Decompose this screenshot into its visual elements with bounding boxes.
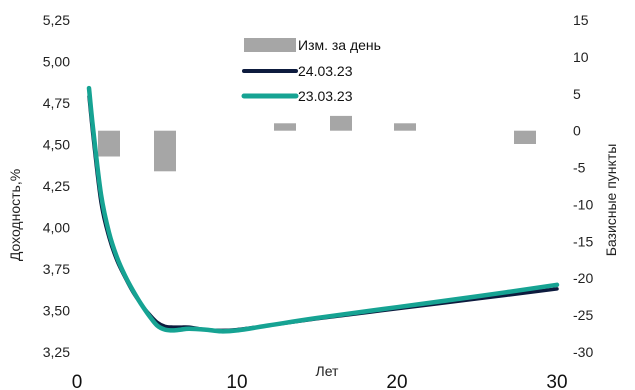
daily-change-bars [98, 115, 536, 172]
y-tick-label: 4,25 [43, 178, 70, 194]
x-tick-label: 0 [72, 372, 83, 390]
y-tick-label: 4,00 [43, 220, 70, 236]
x-tick-label: 20 [386, 372, 407, 390]
y2-tick-label: -15 [573, 233, 593, 249]
y2-tick-label: 0 [573, 123, 581, 139]
yield-curve-lines [86, 85, 560, 334]
y2-tick-label: -30 [573, 344, 593, 360]
y2-tick-label: -25 [573, 307, 593, 323]
legend-swatch [244, 38, 296, 52]
x-axis-ticks: 0 10 20 30 [72, 372, 568, 390]
y-tick-label: 3,50 [43, 303, 70, 319]
daily-change-bar [394, 123, 416, 131]
legend-label: 24.03.23 [298, 63, 353, 79]
y-tick-label: 3,75 [43, 261, 70, 277]
legend-label: Изм. за день [298, 37, 381, 53]
y2-tick-label: 10 [573, 49, 589, 65]
x-tick-label: 30 [546, 372, 567, 390]
y-tick-label: 3,25 [43, 344, 70, 360]
y2-tick-label: -5 [573, 160, 586, 176]
y2-tick-label: 15 [573, 12, 589, 28]
y-tick-label: 5,25 [43, 12, 70, 28]
yield-curve-line-23.03.23 [86, 85, 560, 334]
daily-change-bar [98, 130, 120, 157]
y-tick-label: 4,75 [43, 95, 70, 111]
y-tick-label: 5,00 [43, 54, 70, 70]
y2-axis-label: Базисные пункты [603, 144, 619, 257]
daily-change-bar [154, 130, 176, 172]
daily-change-bar [330, 115, 352, 131]
y-tick-label: 4,50 [43, 137, 70, 153]
x-tick-label: 10 [226, 372, 247, 390]
right-axis-ticks: -30 -25 -20 -15 -10 -5 0 5 10 15 [573, 12, 593, 360]
legend-label: 23.03.23 [298, 88, 353, 104]
left-axis-ticks: 3,25 3,50 3,75 4,00 4,25 4,50 4,75 5,00 5,25 [43, 12, 70, 360]
y2-tick-label: -20 [573, 270, 593, 286]
legend: Изм. за день 24.03.23 23.03.23 [241, 37, 381, 104]
y-axis-label: Доходность,% [7, 169, 23, 261]
daily-change-bar [274, 123, 296, 131]
x-axis-label: Лет [316, 363, 340, 379]
y2-tick-label: -10 [573, 196, 593, 212]
y2-tick-label: 5 [573, 86, 581, 102]
daily-change-bar [514, 130, 536, 144]
